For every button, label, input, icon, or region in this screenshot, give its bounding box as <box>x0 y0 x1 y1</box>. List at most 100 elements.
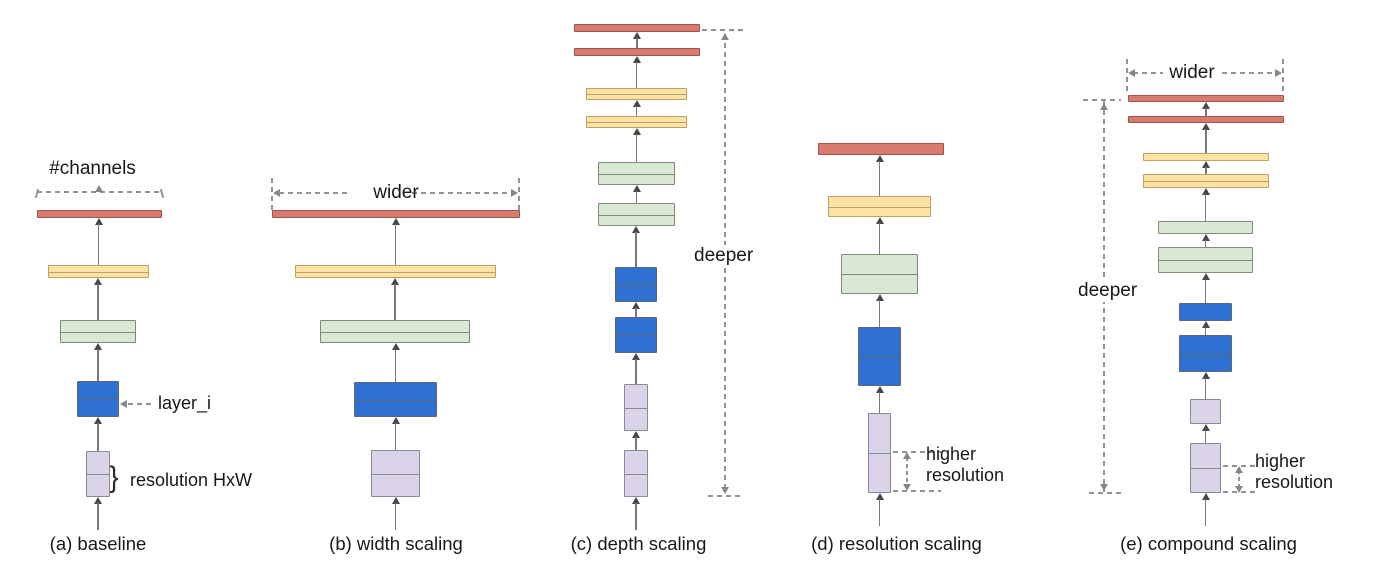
layer-box-yellow <box>295 265 496 278</box>
deeper-label-c: deeper <box>691 245 757 267</box>
layer-box-green <box>1158 247 1253 273</box>
layer-pointer-arrow-icon <box>120 400 127 408</box>
resolution-label: resolution HxW <box>130 470 253 490</box>
deeper-top-arrow-icon-c <box>721 33 729 40</box>
layer-box-red <box>818 143 944 155</box>
flow-arrowhead-icon <box>1201 234 1210 241</box>
wider-left-guide <box>271 178 273 210</box>
wider-right-arrow-icon-e <box>1275 69 1282 77</box>
layer-cell-divider <box>354 399 437 401</box>
layer-box-yellow <box>586 88 687 100</box>
layer-cell-divider <box>371 473 420 475</box>
flow-arrowhead-icon <box>1202 102 1210 109</box>
wider-left-arrow-icon <box>273 189 280 197</box>
flow-arrow-line <box>1204 279 1207 303</box>
layer-cell-divider <box>828 206 931 208</box>
channels-label: #channels <box>49 158 136 179</box>
wider-right-guide-e <box>1282 59 1284 95</box>
flow-arrow-line <box>1204 430 1207 443</box>
flow-arrowhead-icon <box>1201 188 1210 195</box>
flow-arrow-line <box>878 300 881 327</box>
higher-res-extent-d <box>906 457 908 485</box>
caption-compound-scaling: (e) compound scaling <box>1120 533 1297 554</box>
flow-arrowhead-icon <box>1201 493 1210 500</box>
flow-arrowhead-icon <box>391 343 400 350</box>
flow-arrow-line <box>635 134 638 162</box>
flow-arrow-line <box>1205 108 1207 116</box>
flow-arrow-line <box>1204 378 1207 399</box>
layer-i-label: layer_i <box>158 393 212 413</box>
flow-arrowhead-icon <box>632 226 640 233</box>
layer-cell-divider <box>1179 353 1232 355</box>
layer-box-blue <box>354 382 437 417</box>
flow-arrow-line <box>635 437 637 450</box>
layer-pointer-line <box>128 403 154 405</box>
layer-cell-divider <box>615 335 657 336</box>
layer-box-purple <box>624 384 648 431</box>
layer-cell-divider <box>86 474 110 475</box>
flow-arrow-line <box>1204 499 1207 526</box>
layer-box-purple <box>1190 399 1221 424</box>
higher-res-bottom-line-d <box>893 490 941 492</box>
flow-arrow-line <box>878 392 881 413</box>
wider-left-guide-e <box>1126 59 1128 95</box>
deeper-bottom-arrow-icon-c <box>721 487 729 494</box>
caption-baseline: (a) baseline <box>49 533 147 554</box>
flow-arrowhead-icon <box>632 497 640 504</box>
deeper-top-arrow-icon-e <box>1100 103 1108 110</box>
deeper-top-cap-e <box>1083 99 1121 101</box>
flow-arrowhead-icon <box>391 497 400 504</box>
flow-arrowhead-icon <box>632 128 641 135</box>
layer-cell-divider <box>615 284 657 286</box>
wider-right-guide <box>518 178 520 210</box>
higher-resolution-label-d: higher resolution <box>926 444 1005 485</box>
layer-cell-divider <box>1143 181 1269 182</box>
flow-arrow-line <box>635 232 637 267</box>
flow-arrow-line <box>635 503 637 530</box>
flow-arrowhead-icon <box>875 155 884 162</box>
layer-cell-divider <box>295 271 496 273</box>
flow-arrowhead-icon <box>1201 372 1210 379</box>
bracket-right-tick <box>159 188 165 199</box>
flow-arrowhead-icon <box>632 100 641 107</box>
flow-arrowhead-icon <box>94 218 103 225</box>
layer-box-yellow <box>1143 174 1269 188</box>
flow-arrow-line <box>635 191 638 203</box>
layer-cell-divider <box>598 214 675 216</box>
deeper-bottom-arrow-icon-e <box>1100 484 1108 491</box>
layer-box-yellow <box>48 265 149 278</box>
layer-cell-divider <box>598 173 675 175</box>
flow-arrow-line <box>635 308 637 317</box>
flow-arrowhead-icon <box>632 56 641 63</box>
flow-arrowhead-icon <box>632 185 641 192</box>
layer-box-green <box>60 320 136 343</box>
layer-box-purple <box>1190 443 1221 493</box>
flow-arrowhead-icon <box>1201 273 1210 280</box>
flow-arrow-line <box>1205 129 1207 153</box>
flow-arrow-line <box>635 106 638 116</box>
flow-arrowhead-icon <box>391 278 399 285</box>
flow-arrowhead-icon <box>391 417 400 424</box>
flow-arrowhead-icon <box>632 302 640 309</box>
caption-depth-scaling: (c) depth scaling <box>570 533 707 554</box>
deeper-top-cap-c <box>702 29 744 31</box>
deeper-label-e: deeper <box>1075 280 1141 302</box>
flow-arrow-line <box>97 423 99 451</box>
higher-res-extent-e <box>1238 470 1240 488</box>
channels-bracket-line <box>37 191 162 193</box>
wider-label-e: wider <box>1169 62 1215 83</box>
higher-res-mid-line-d <box>893 451 941 453</box>
layer-cell-divider <box>868 453 891 454</box>
layer-cell-divider <box>77 399 119 400</box>
deeper-bottom-cap-c <box>708 495 744 497</box>
layer-box-yellow <box>586 116 687 128</box>
wider-left-line-e <box>1133 72 1163 74</box>
bracket-left-tick <box>34 188 40 199</box>
wider-right-line <box>412 192 512 194</box>
resolution-brace-icon: } <box>109 461 119 494</box>
layer-box-blue <box>858 327 901 386</box>
higher-res-up-arrow-icon-e <box>1235 466 1243 473</box>
flow-arrowhead-icon <box>94 343 102 350</box>
higher-res-down-arrow-icon-d <box>903 484 911 491</box>
